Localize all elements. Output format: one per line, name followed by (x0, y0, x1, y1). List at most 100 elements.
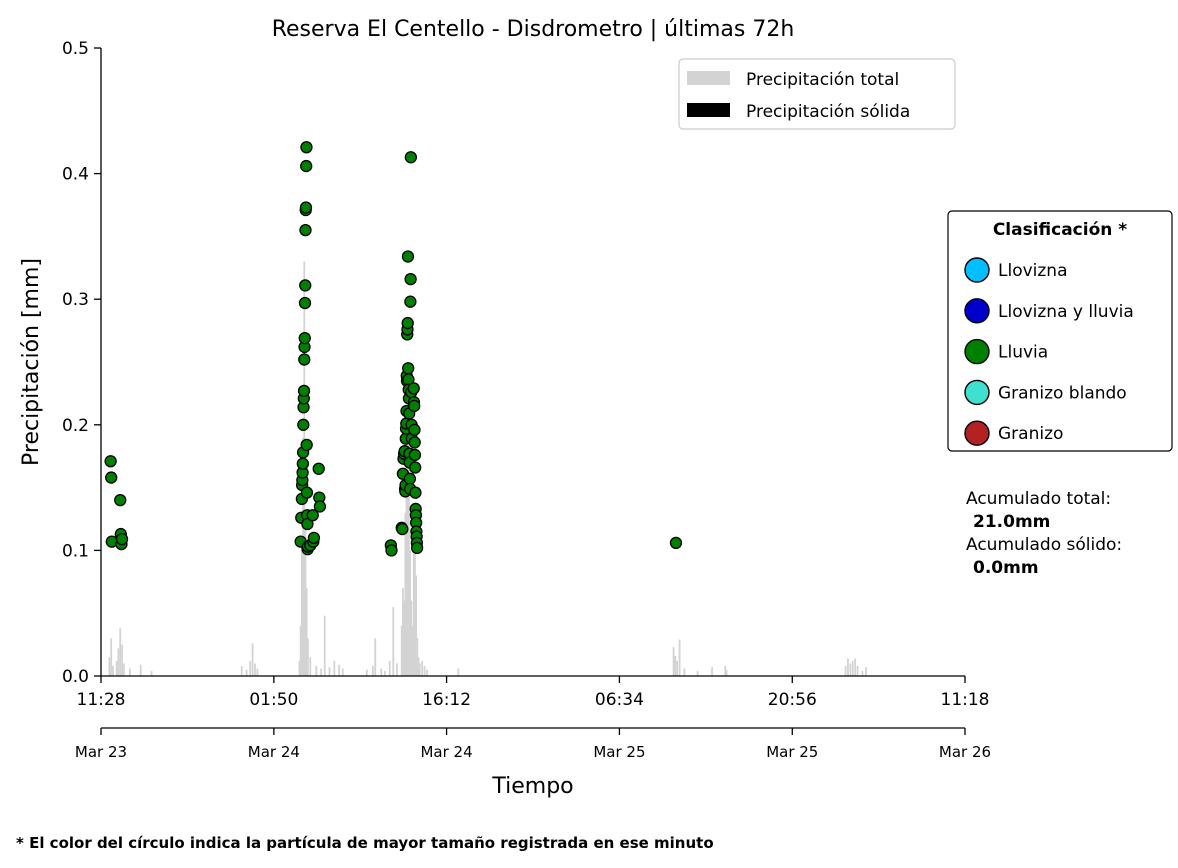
precipitation-total-bar (341, 668, 344, 676)
classification-point (401, 250, 415, 263)
precipitation-total-bar (128, 668, 131, 676)
precipitation-total-bar (409, 550, 412, 676)
x-tick-time-label: 01:50 (249, 690, 298, 710)
precipitation-total-bar (300, 537, 303, 676)
classification-point (300, 438, 313, 452)
legend-label-solid: Precipitación sólida (746, 102, 910, 122)
precipitation-total-bar (305, 588, 308, 676)
precipitation-total-bar (851, 660, 854, 676)
precipitation-total-bar (849, 663, 852, 676)
classification-point (301, 517, 314, 531)
classification-point (385, 544, 398, 557)
precipitation-total-bar (402, 588, 404, 676)
precipitation-total-bar (150, 670, 153, 676)
x-tick-date-label: Mar 26 (939, 743, 991, 761)
accumulated-solid-value: 0.0mm (973, 558, 1039, 578)
classification-point (105, 471, 118, 484)
precipitation-total-bar (410, 600, 413, 676)
precipitation-total-bar (245, 669, 248, 676)
x-tick-time-label: 06:34 (595, 690, 644, 710)
precipitation-total-bar (338, 664, 341, 676)
precipitation-bars (108, 261, 867, 676)
chart-title: Reserva El Centello - Disdrometro | últi… (272, 17, 795, 42)
classification-frame (947, 210, 1173, 452)
precipitation-total-bar (676, 660, 679, 676)
precipitation-total-bar (320, 668, 323, 676)
precipitation-total-bar (371, 665, 374, 676)
classification-point (669, 536, 683, 550)
precipitation-total-bar (249, 660, 252, 676)
precipitation-total-bar (415, 575, 418, 676)
accumulated-summary: Acumulado total: 21.0mm Acumulado sólido… (966, 489, 1122, 578)
y-tick-label: 0.2 (62, 416, 89, 436)
classification-label: Granizo (998, 424, 1063, 444)
precipitation-total-bar (119, 628, 122, 676)
precipitation-total-bar (304, 525, 307, 676)
classification-point (306, 509, 319, 522)
classification-point (404, 295, 417, 308)
precipitation-total-bar (333, 660, 336, 676)
precipitation-total-bar (254, 663, 256, 676)
precipitation-total-bar (417, 657, 420, 676)
x-tick-time-label: 20:56 (768, 690, 817, 710)
classification-point (312, 462, 325, 475)
classification-point (404, 151, 418, 164)
classification-point (409, 486, 422, 499)
precipitation-total-bar (418, 663, 421, 676)
classification-point (408, 448, 422, 462)
precipitation-total-bar (421, 660, 424, 676)
classification-point (299, 201, 313, 214)
classification-point (307, 531, 321, 544)
accumulated-total-value: 21.0mm (973, 512, 1050, 532)
y-axis-ticks: 0.0 0.1 0.2 0.3 0.4 0.5 (62, 39, 101, 687)
precipitation-total-bar (865, 667, 867, 676)
x-axis-ticks: 11:28 Mar 23 01:50 Mar 24 16:12 Mar 24 06:34 Ma… (75, 676, 991, 761)
precipitation-total-bar (302, 437, 304, 676)
classification-point (408, 436, 421, 449)
precipitation-total-bar (847, 658, 849, 676)
classification-label: Llovizna (998, 261, 1068, 281)
precipitation-total-bar (392, 606, 395, 676)
precipitation-total-bar (414, 512, 416, 676)
precipitation-total-bar (696, 670, 699, 676)
classification-swatch (964, 298, 990, 324)
precipitation-total-bar (672, 647, 675, 676)
precipitation-total-bar (856, 665, 859, 676)
precipitation-total-bar (380, 668, 383, 676)
classification-legend: Clasificación * Llovizna Llovizna y lluvi… (947, 210, 1173, 452)
precipitation-total-bar (844, 665, 847, 676)
x-tick-time-label: 11:18 (941, 690, 990, 710)
precipitation-total-bar (122, 663, 125, 676)
classification-point (300, 159, 313, 173)
classification-point (404, 272, 417, 286)
classification-point (410, 541, 424, 555)
precipitation-total-bar (416, 638, 419, 676)
x-tick-time-label: 11:28 (77, 690, 126, 710)
x-axis-title: Tiempo (491, 774, 573, 799)
precipitation-total-bar (725, 669, 728, 676)
y-tick-label: 0.5 (62, 39, 89, 59)
classification-point (402, 362, 415, 375)
precipitation-total-bar (405, 424, 408, 676)
classification-point (313, 500, 327, 513)
classification-point (299, 223, 312, 237)
precipitation-total-bar (406, 475, 409, 676)
precipitation-total-bar (115, 660, 118, 676)
precipitation-total-bar (400, 625, 403, 676)
classification-point (408, 399, 421, 413)
classification-point (401, 316, 414, 330)
precipitation-total-bar (110, 638, 113, 676)
classification-swatch (964, 420, 990, 446)
precipitation-total-bar (724, 665, 727, 676)
precipitation-total-bar (374, 638, 377, 676)
footnote: * El color del círculo indica la partícu… (16, 834, 714, 852)
classification-point (115, 532, 129, 546)
precipitation-total-bar (404, 512, 407, 676)
precipitation-total-bar (240, 665, 243, 676)
precipitation-total-bar (861, 670, 864, 676)
x-tick-date-label: Mar 24 (248, 743, 300, 761)
precipitation-total-bar (251, 643, 254, 676)
precipitation-total-bar (711, 667, 713, 676)
